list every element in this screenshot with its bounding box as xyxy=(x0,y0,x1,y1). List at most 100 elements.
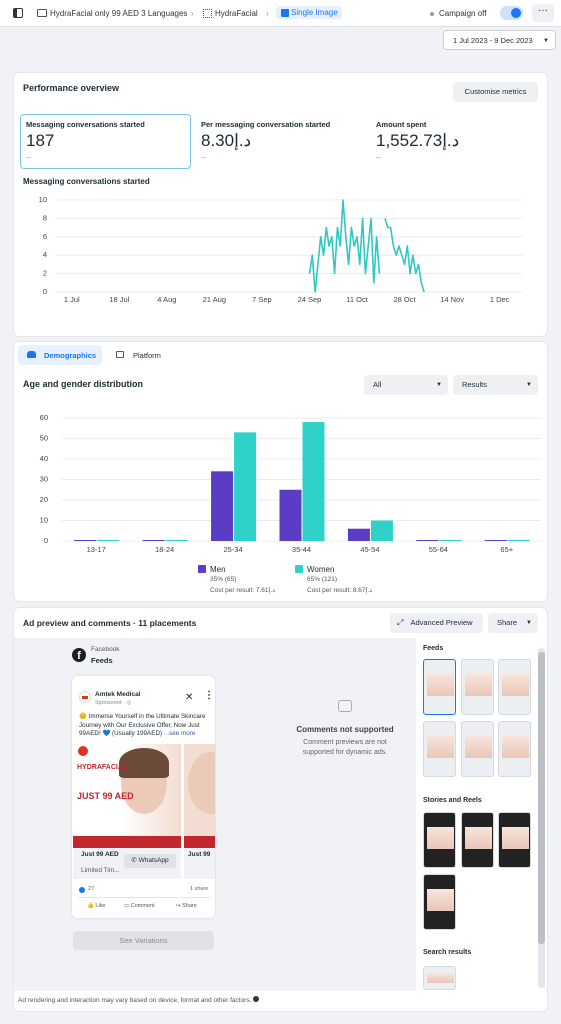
share-button[interactable]: Share ▼ xyxy=(488,613,538,633)
avatar-mark xyxy=(82,696,88,699)
reaction-count: 27 xyxy=(88,886,95,892)
placement-thumbnail[interactable] xyxy=(498,812,531,868)
legend-share: 65% (121) xyxy=(307,576,337,583)
thumbnail-image xyxy=(502,674,529,697)
legend-cost: Cost per result: 8.67د.إ xyxy=(307,587,373,594)
thumbnail-image xyxy=(427,827,454,850)
comment-action[interactable]: ▭ Comment xyxy=(124,903,155,909)
placement-thumbnail[interactable] xyxy=(423,812,456,868)
filter-dropdown[interactable]: All ▼ xyxy=(364,375,448,395)
placement-thumbnail[interactable] xyxy=(461,659,494,715)
image-price: JUST 99 AED xyxy=(77,791,134,801)
image-brand: HYDRAFACIAL xyxy=(77,764,128,771)
placement-thumbnail[interactable] xyxy=(461,721,494,777)
divider xyxy=(78,897,210,898)
info-icon xyxy=(253,996,260,1002)
section-title: Ad preview and comments · 11 placements xyxy=(23,618,197,628)
breadcrumb-item[interactable]: HydraFacial xyxy=(215,9,258,18)
like-action[interactable]: 👍 Like xyxy=(87,903,106,909)
section-title: Performance overview xyxy=(23,83,120,93)
tab-label[interactable]: Demographics xyxy=(44,351,97,360)
breadcrumb-item[interactable]: Single Image xyxy=(276,6,342,19)
legend-cost: Cost per result: 7.61د.إ xyxy=(210,587,276,594)
scroll-thumb[interactable] xyxy=(538,652,545,944)
see-more[interactable]: ...see more xyxy=(163,730,196,737)
date-range-button[interactable]: 1 Jul 2023 - 9 Dec 2023 ▼ xyxy=(443,30,556,50)
post-text: 😊 Immerse Yourself in the Ultimate Skinc… xyxy=(79,713,211,739)
cta-button[interactable]: ✆ WhatsApp xyxy=(124,854,176,868)
placement-thumbnail[interactable] xyxy=(423,721,456,777)
chevron: ▼ xyxy=(543,38,549,44)
facebook-logo: f xyxy=(72,648,86,662)
link-box-2 xyxy=(184,848,215,879)
advanced-preview-button[interactable]: ⤢ Advanced Preview xyxy=(390,613,483,633)
footer-text: Ad rendering and interaction may vary ba… xyxy=(18,997,252,1004)
thumbnail-image xyxy=(427,736,454,759)
customise-button[interactable]: Customise metrics xyxy=(453,82,538,102)
thumbnail-image xyxy=(465,827,492,850)
headline-2: Just 99 xyxy=(188,851,211,858)
placement-thumbnail[interactable] xyxy=(498,659,531,715)
metric-change: -- xyxy=(26,153,31,162)
more-button[interactable]: ··· xyxy=(532,4,554,22)
filter-label: All xyxy=(373,380,382,389)
adset-icon xyxy=(203,9,212,18)
thumbnail-image xyxy=(427,674,454,697)
status-dot xyxy=(430,12,434,16)
brand-logo xyxy=(78,746,88,756)
placement-thumbnail[interactable] xyxy=(498,721,531,777)
metric-change: -- xyxy=(201,153,206,162)
see-variations-button[interactable]: See Variations xyxy=(73,931,214,950)
placement-label: Feeds xyxy=(91,656,113,665)
metric-label: Per messaging conversation started xyxy=(201,120,331,129)
placement-thumbnail[interactable] xyxy=(461,812,494,868)
action-label: Like xyxy=(95,903,106,909)
button-label: Share xyxy=(497,618,518,627)
page-name: Amtek Medical xyxy=(95,691,141,698)
image-footer xyxy=(184,836,215,848)
filter-label: Results xyxy=(462,380,488,389)
date-range: 1 Jul 2023 - 9 Dec 2023 xyxy=(453,36,533,45)
legend-share: 35% (65) xyxy=(210,576,237,583)
tab-label[interactable]: Platform xyxy=(133,351,161,360)
more-icon[interactable]: ⋮ xyxy=(204,690,214,701)
scrollbar[interactable] xyxy=(538,648,545,988)
chart-title: Messaging conversations started xyxy=(23,177,150,186)
breadcrumb-item[interactable]: HydraFacial only 99 AED 3 Languages xyxy=(50,9,188,18)
separator: › xyxy=(266,9,269,18)
thumbnail-image xyxy=(465,674,492,697)
placement-thumbnail[interactable] xyxy=(423,659,456,715)
placement-section: Feeds xyxy=(423,645,444,652)
performance-panel xyxy=(13,72,548,337)
section-title: Age and gender distribution xyxy=(23,379,144,389)
headline: Just 99 AED xyxy=(81,851,119,858)
thumbnail-image xyxy=(502,736,529,759)
hair xyxy=(119,748,169,778)
expand-icon: ⤢ xyxy=(397,618,404,627)
filter-dropdown[interactable]: Results ▼ xyxy=(453,375,538,395)
close-icon[interactable]: ✕ xyxy=(185,692,194,703)
campaign-toggle[interactable] xyxy=(500,6,523,20)
toggle-knob xyxy=(511,8,521,18)
comments-title: Comments not supported xyxy=(296,725,394,734)
share-action[interactable]: ↪ Share xyxy=(176,903,197,909)
thumbnail-image xyxy=(502,827,529,850)
placement-thumbnail[interactable] xyxy=(423,874,456,930)
folder-icon xyxy=(37,9,47,17)
face xyxy=(188,752,215,814)
ad-image: HYDRAFACIAL JUST 99 AED xyxy=(73,744,181,848)
metric-change: -- xyxy=(376,153,381,162)
placement-thumbnail[interactable] xyxy=(423,966,456,990)
sidebar-toggle[interactable] xyxy=(13,8,23,18)
metric-card[interactable] xyxy=(20,114,191,169)
share-count: 1 share xyxy=(190,886,209,892)
action-label: Share xyxy=(182,903,197,909)
tab-active[interactable] xyxy=(18,345,102,365)
ad-image-2 xyxy=(184,744,215,848)
sponsored: Sponsored · ◎ xyxy=(95,700,132,706)
ad-icon xyxy=(281,9,289,17)
action-label: Comment xyxy=(130,903,155,909)
description: Limited Tim... xyxy=(81,867,120,874)
